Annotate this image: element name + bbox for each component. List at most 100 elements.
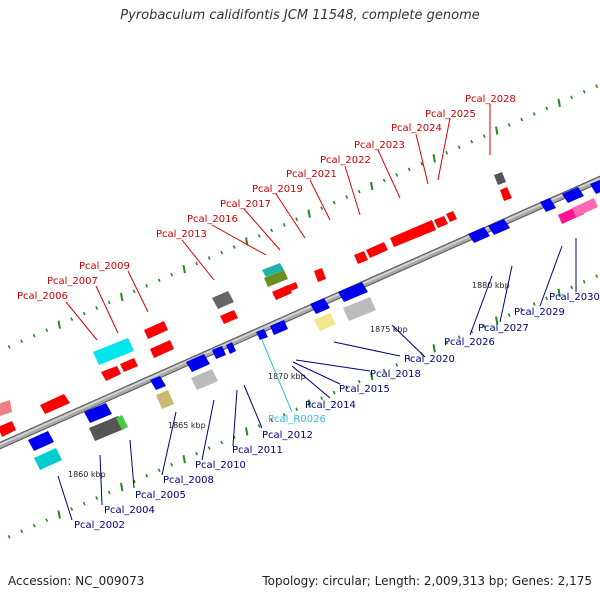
gene-feature <box>0 421 16 437</box>
scale-tick <box>345 385 349 389</box>
scale-tick <box>307 209 311 218</box>
bottom-label-group: Pcal_2002 Pcal_2004 Pcal_2005 Pcal_2008 … <box>74 292 600 531</box>
gene-feature <box>262 263 284 277</box>
gene-feature <box>366 242 388 258</box>
scale-tick <box>57 510 61 519</box>
gene-label-pcal-2007: Pcal_2007 <box>47 276 98 287</box>
scale-tick <box>207 256 211 260</box>
scale-tick <box>370 181 374 191</box>
top-label-group: Pcal_2006 Pcal_2007 Pcal_2009 Pcal_2013 … <box>17 94 516 302</box>
scale-tick <box>182 455 186 464</box>
gene-feature <box>101 366 121 381</box>
scale-tick <box>195 451 199 456</box>
scale-tick <box>595 84 599 89</box>
gene-label-pcal-2019: Pcal_2019 <box>252 184 303 195</box>
scale-tick <box>82 501 86 506</box>
scale-tick <box>545 106 549 111</box>
scale-tick <box>457 335 461 340</box>
genome-summary-text: Topology: circular; Length: 2,009,313 bp… <box>262 574 592 588</box>
gene-feature <box>0 400 12 416</box>
scale-tick <box>270 228 274 233</box>
gene-feature <box>338 282 368 302</box>
scale-tick <box>82 311 86 316</box>
gene-feature <box>390 220 436 247</box>
gene-feature <box>354 251 368 264</box>
gene-label-pcal-2023: Pcal_2023 <box>354 140 405 151</box>
gene-label-pcal-2017: Pcal_2017 <box>220 199 271 210</box>
gene-label-pcal-2020: Pcal_2020 <box>404 354 455 365</box>
scale-tick <box>570 285 574 290</box>
scale-tick <box>545 296 549 301</box>
gene-feature <box>150 340 174 358</box>
scale-label: 1875 kbp <box>370 325 408 334</box>
gene-feature <box>150 376 166 390</box>
scale-labels: 1860 kbp 1865 kbp 1870 kbp 1875 kbp 1880… <box>68 281 510 479</box>
gene-feature <box>446 211 457 222</box>
scale-tick <box>170 272 174 277</box>
scale-tick <box>507 313 511 317</box>
scale-tick <box>520 117 524 122</box>
gene-feature <box>310 298 330 314</box>
gene-feature <box>186 354 210 372</box>
scale-tick <box>357 379 361 384</box>
scale-tick <box>532 112 536 116</box>
scale-tick <box>95 496 99 500</box>
scale-label: 1880 kbp <box>472 281 510 290</box>
bottom-leaders <box>57 238 577 521</box>
scale-tick <box>220 250 224 255</box>
scale-tick <box>307 399 311 408</box>
gene-feature <box>28 431 54 451</box>
gene-feature <box>590 180 600 194</box>
scale-tick <box>45 328 49 332</box>
gene-feature <box>40 394 70 414</box>
gene-feature <box>286 282 298 292</box>
scale-tick <box>495 126 499 135</box>
gene-features <box>0 172 600 470</box>
gene-label-pcal-2027: Pcal_2027 <box>478 323 529 334</box>
scale-tick <box>332 200 336 205</box>
scale-tick <box>395 363 399 367</box>
gene-label-pcal-2026: Pcal_2026 <box>444 337 495 348</box>
scale-tick <box>407 167 411 172</box>
gene-feature <box>156 390 174 409</box>
gene-feature <box>488 219 510 235</box>
gene-label-pcal-2016: Pcal_2016 <box>187 214 238 225</box>
scale-tick <box>282 222 286 227</box>
gene-feature <box>314 268 326 282</box>
scale-tick <box>245 427 249 436</box>
gene-feature <box>468 227 490 243</box>
gene-feature <box>562 187 584 203</box>
scale-tick <box>595 274 599 279</box>
scale-tick <box>345 195 349 199</box>
scale-tick <box>107 300 111 305</box>
scale-tick <box>570 95 574 100</box>
scale-tick <box>220 440 224 445</box>
gene-label-pcal-2009: Pcal_2009 <box>79 261 130 272</box>
scale-tick <box>107 490 111 495</box>
gene-label-pcal-2010: Pcal_2010 <box>195 460 246 471</box>
scale-tick <box>32 523 36 528</box>
scale-tick <box>95 306 99 310</box>
scale-tick <box>182 265 186 274</box>
scale-tick <box>457 145 461 150</box>
gene-feature <box>89 416 124 441</box>
gene-feature <box>212 346 226 359</box>
gene-feature <box>494 172 506 185</box>
scale-tick <box>120 482 124 492</box>
gene-feature <box>434 216 448 228</box>
scale-tick <box>57 320 61 329</box>
scale-tick <box>382 368 386 373</box>
map-title: Pyrobaculum calidifontis JCM 11548, comp… <box>120 8 480 23</box>
gene-feature <box>84 403 112 423</box>
scale-tick <box>232 245 236 249</box>
gene-feature <box>116 415 128 430</box>
scale-tick <box>282 412 286 417</box>
gene-label-pcal-2015: Pcal_2015 <box>339 384 390 395</box>
gene-feature <box>120 358 138 372</box>
gene-feature <box>220 310 238 324</box>
scale-tick <box>557 288 561 298</box>
gene-label-pcal-2018: Pcal_2018 <box>370 369 421 380</box>
scale-tick <box>320 206 324 211</box>
gene-feature <box>270 320 288 335</box>
